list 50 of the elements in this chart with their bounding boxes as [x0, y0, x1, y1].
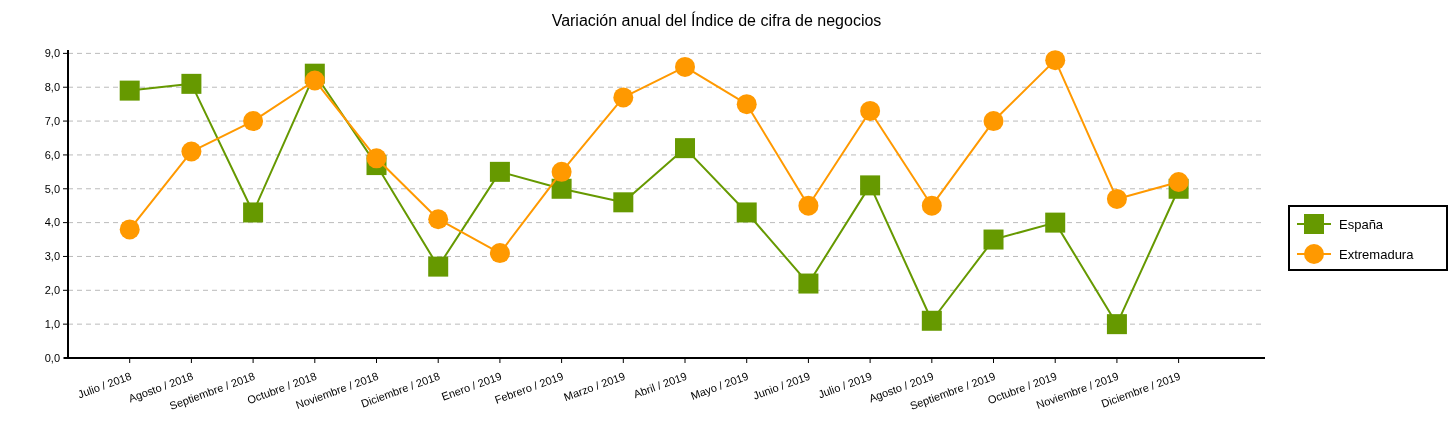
y-tick-label: 3,0: [44, 250, 60, 263]
legend-label: España: [1339, 216, 1384, 232]
point: [798, 273, 819, 294]
point: [613, 192, 634, 213]
point: [551, 178, 572, 199]
y-tick-label: 6,0: [44, 148, 60, 161]
point: [1045, 50, 1066, 71]
point: [181, 141, 202, 162]
point: [551, 161, 572, 182]
point: [181, 73, 202, 94]
legend-label: Extremadura: [1339, 246, 1415, 262]
point: [613, 87, 634, 108]
point: [675, 138, 696, 159]
x-tick-label: Mayo / 2019: [689, 369, 751, 402]
point: [1168, 172, 1189, 192]
y-tick-label: 5,0: [44, 182, 60, 195]
point: [736, 202, 757, 223]
x-tick-label: Junio / 2019: [751, 369, 812, 402]
point: [119, 219, 140, 240]
point: [489, 161, 510, 182]
y-tick-label: 8,0: [44, 81, 60, 94]
point: [983, 111, 1004, 132]
point: [736, 94, 757, 115]
point: [366, 148, 387, 169]
point: [1106, 188, 1127, 209]
point: [119, 80, 140, 101]
point: [983, 229, 1004, 250]
point: [304, 70, 325, 91]
y-tick-label: 4,0: [44, 216, 60, 229]
point: [1045, 212, 1066, 233]
point: [243, 111, 264, 132]
point: [798, 195, 819, 216]
y-tick-label: 1,0: [44, 318, 60, 330]
point: [428, 256, 449, 277]
y-tick-label: 0,0: [44, 351, 60, 364]
point: [860, 100, 881, 121]
point: [1106, 314, 1127, 335]
point: [243, 202, 264, 223]
point: [489, 243, 510, 264]
y-tick-label: 2,0: [44, 284, 60, 297]
x-tick-label: Marzo / 2019: [562, 369, 627, 404]
x-tick-label: Abril / 2019: [631, 369, 689, 401]
y-tick-label: 9,0: [44, 47, 60, 60]
point: [428, 209, 449, 230]
point: [921, 310, 942, 331]
point: [860, 175, 881, 196]
point: [921, 195, 942, 216]
chart-title: Variación anual del Índice de cifra de negocios: [551, 11, 882, 29]
point: [675, 56, 696, 77]
y-tick-label: 7,0: [44, 114, 60, 127]
